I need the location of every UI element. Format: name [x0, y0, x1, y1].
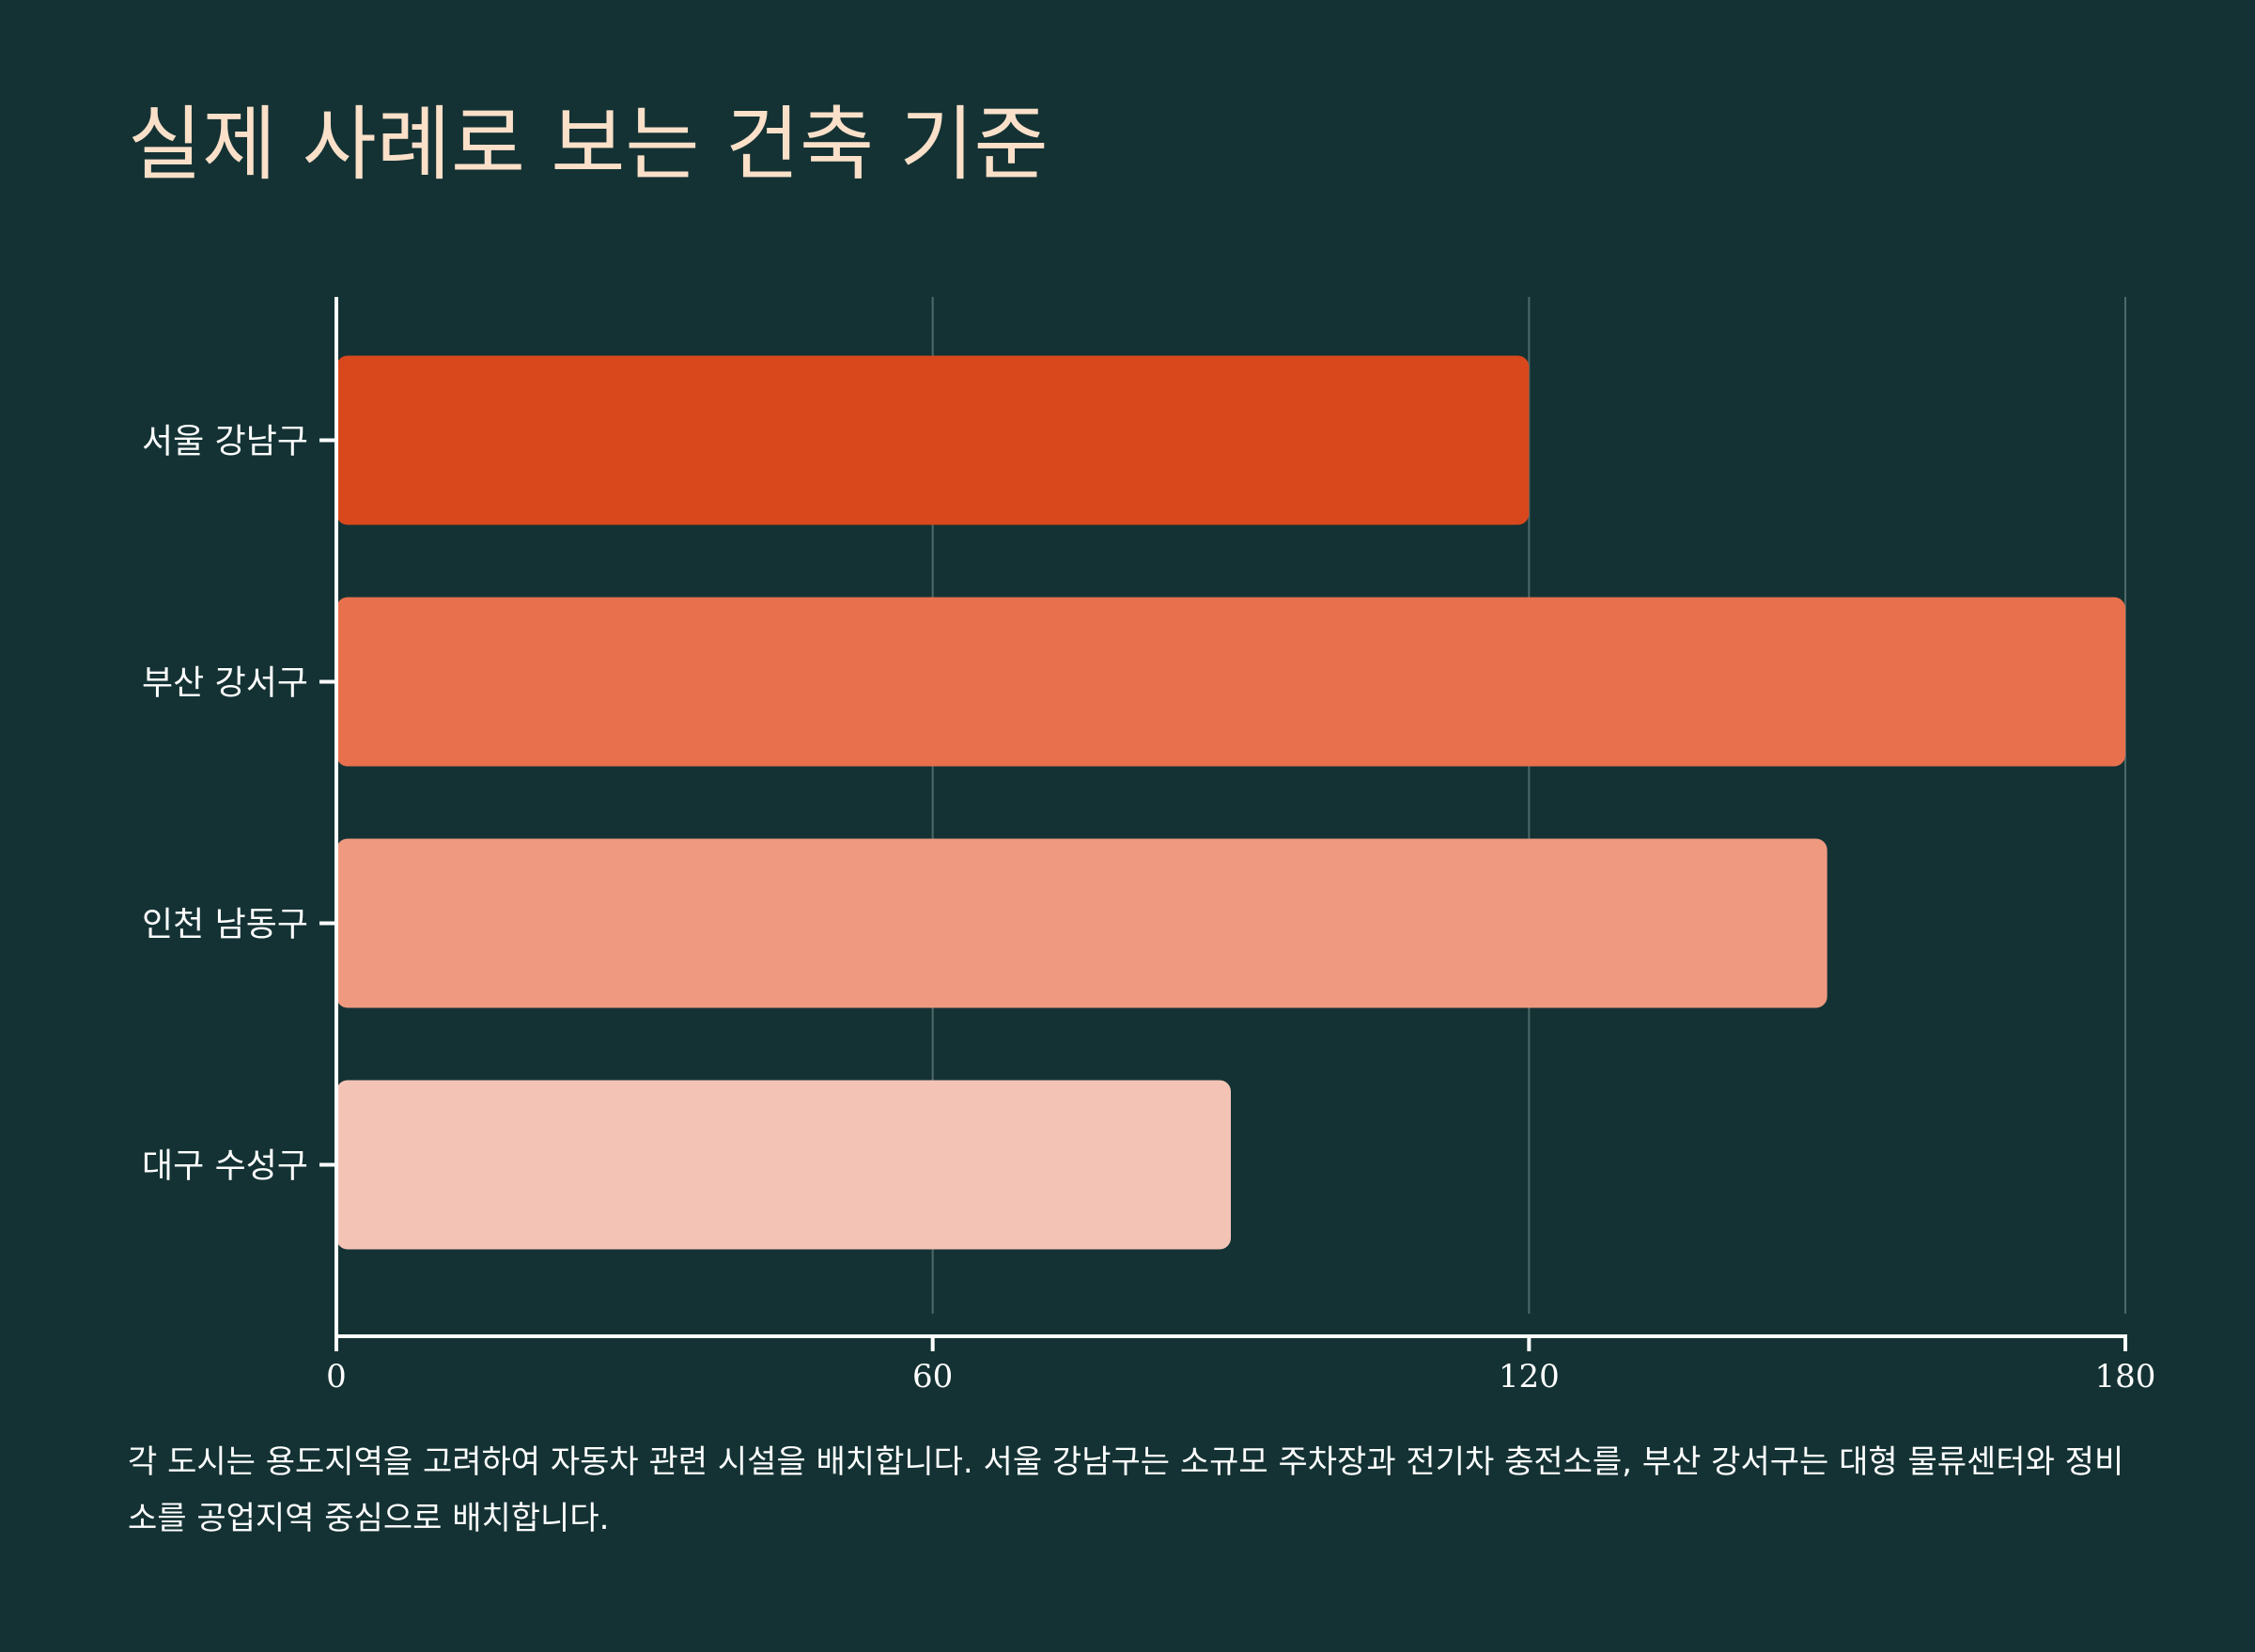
bar — [336, 355, 1530, 525]
category-label: 부산 강서구 — [142, 664, 308, 703]
category-label: 인천 남동구 — [142, 906, 308, 944]
bar — [336, 597, 2125, 767]
chart-caption: 각 도시는 용도지역을 고려하여 자동차 관련 시설을 배치합니다. 서울 강남… — [128, 1443, 2124, 1537]
x-tick-label: 60 — [912, 1358, 953, 1395]
x-tick-label: 120 — [1499, 1358, 1560, 1395]
x-tick-label: 180 — [2095, 1358, 2156, 1395]
x-tick-label: 0 — [326, 1358, 347, 1395]
bar — [336, 838, 1827, 1008]
category-label: 대구 수성구 — [142, 1147, 308, 1186]
chart-title: 실제 사례로 보는 건축 기준 — [128, 98, 1049, 192]
category-label: 서울 강남구 — [142, 423, 308, 461]
bar — [336, 1080, 1231, 1250]
